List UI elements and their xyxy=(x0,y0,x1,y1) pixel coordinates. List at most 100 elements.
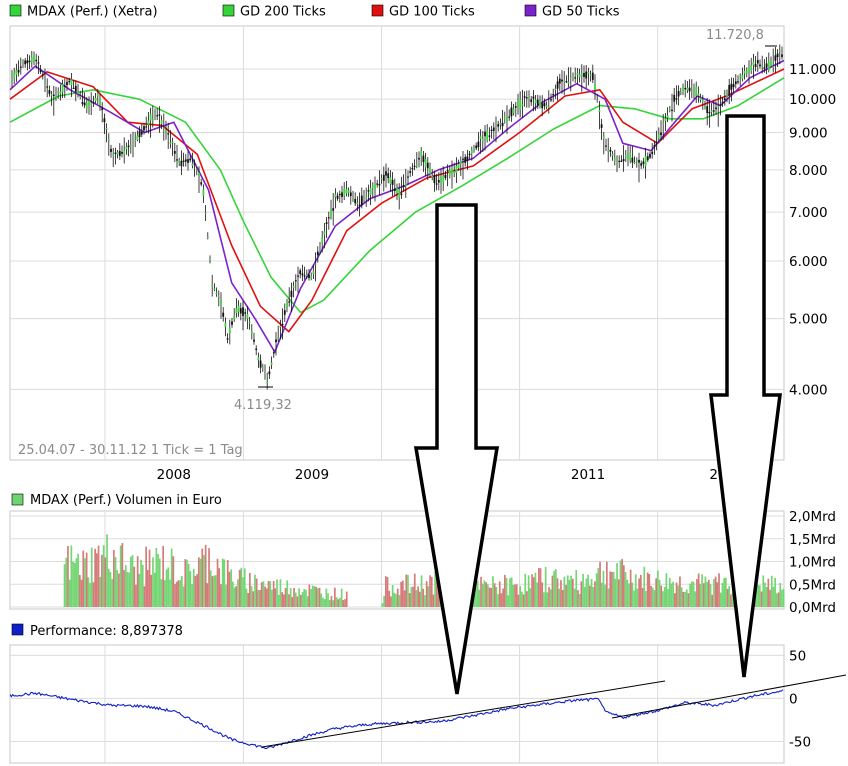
price-candle xyxy=(338,193,341,196)
price-candle xyxy=(495,122,497,124)
price-candle xyxy=(561,79,563,82)
performance-legend-swatch xyxy=(11,623,24,636)
price-candle xyxy=(391,180,394,185)
volume-bar xyxy=(201,548,204,607)
price-candle xyxy=(778,50,781,52)
price-candle xyxy=(567,82,570,84)
price-candle xyxy=(160,120,163,124)
price-candle xyxy=(22,61,24,64)
price-candle xyxy=(763,67,766,69)
price-candle xyxy=(701,99,704,102)
price-candle xyxy=(761,64,764,67)
volume-bar xyxy=(646,572,649,607)
volume-bar xyxy=(238,569,241,607)
price-candle xyxy=(620,160,623,162)
price-candle xyxy=(437,180,440,183)
low-value-label: 4.119,32 xyxy=(234,398,292,413)
volume-bar xyxy=(388,590,391,607)
price-candle xyxy=(261,366,264,369)
price-candle xyxy=(781,54,783,57)
price-candle xyxy=(178,159,181,163)
legend-label-mdax: MDAX (Perf.) (Xetra) xyxy=(27,5,158,20)
volume-bar xyxy=(638,578,640,607)
price-candle xyxy=(116,152,119,155)
volume-bar xyxy=(708,579,710,607)
performance-panel xyxy=(9,644,785,764)
price-candle xyxy=(222,312,225,317)
volume-bar xyxy=(514,584,516,607)
volume-bar xyxy=(311,585,314,607)
price-candle xyxy=(217,296,220,299)
volume-bar xyxy=(135,584,137,607)
volume-bar xyxy=(318,587,321,607)
price-candle xyxy=(411,167,414,170)
volume-bar xyxy=(582,573,584,607)
price-candle xyxy=(310,276,313,279)
price-candle xyxy=(136,135,139,140)
price-candle xyxy=(200,182,203,185)
volume-bar xyxy=(279,579,282,607)
volume-bar xyxy=(77,553,79,607)
volume-bar xyxy=(233,587,236,607)
volume-bar xyxy=(674,593,676,607)
volume-bar xyxy=(303,589,306,607)
price-candle xyxy=(455,165,458,173)
volume-bar xyxy=(192,568,195,607)
range-label: 25.04.07 - 30.11.12 1 Tick = 1 Tag xyxy=(18,443,243,458)
volume-bar xyxy=(651,587,654,607)
volume-bar xyxy=(675,582,678,607)
price-candle xyxy=(125,146,128,150)
down-arrow-right xyxy=(709,114,782,678)
price-candle xyxy=(224,323,227,327)
price-candle xyxy=(451,168,453,174)
price-candle xyxy=(534,99,537,104)
volume-bar xyxy=(152,557,154,607)
volume-bar xyxy=(150,574,153,607)
volume-bar xyxy=(633,590,635,607)
price-candle xyxy=(644,155,647,167)
price-candle xyxy=(629,152,632,161)
volume-bar xyxy=(170,548,173,607)
price-candle xyxy=(574,77,577,79)
volume-bar xyxy=(585,578,588,607)
price-candle xyxy=(242,307,244,316)
price-candle xyxy=(393,188,396,191)
volume-bar xyxy=(157,553,159,607)
price-candle xyxy=(171,141,174,143)
price-candle xyxy=(165,130,167,133)
volume-bar xyxy=(434,570,436,607)
price-candle xyxy=(684,87,687,90)
volume-bar xyxy=(245,588,248,607)
price-candle xyxy=(618,160,621,162)
volume-bar xyxy=(522,594,525,607)
price-candle xyxy=(182,160,185,163)
volume-bar xyxy=(136,556,139,607)
price-candle xyxy=(774,55,777,61)
price-candle xyxy=(660,132,662,136)
price-candle xyxy=(19,66,22,68)
price-candle xyxy=(545,105,548,107)
price-candle xyxy=(63,85,66,87)
volume-bar xyxy=(549,589,552,607)
volume-bar xyxy=(174,583,176,607)
price-candle xyxy=(398,189,401,199)
volume-bar xyxy=(232,581,234,607)
price-candle xyxy=(341,192,343,198)
volume-bar xyxy=(82,550,85,607)
price-candle xyxy=(543,102,546,107)
price-candle xyxy=(24,60,27,65)
price-candle xyxy=(35,59,38,62)
volume-bar xyxy=(147,570,149,607)
price-candle xyxy=(462,158,464,160)
volume-bar xyxy=(532,577,535,607)
volume-bar xyxy=(767,578,770,607)
volume-bar xyxy=(643,566,646,607)
price-candle xyxy=(189,158,192,161)
volume-bar xyxy=(121,543,124,607)
volume-bar xyxy=(425,581,428,607)
price-candle xyxy=(556,81,559,89)
volume-bar xyxy=(80,579,83,607)
volume-bar xyxy=(699,583,702,607)
volume-bar xyxy=(410,586,413,607)
price-candle xyxy=(726,94,728,97)
